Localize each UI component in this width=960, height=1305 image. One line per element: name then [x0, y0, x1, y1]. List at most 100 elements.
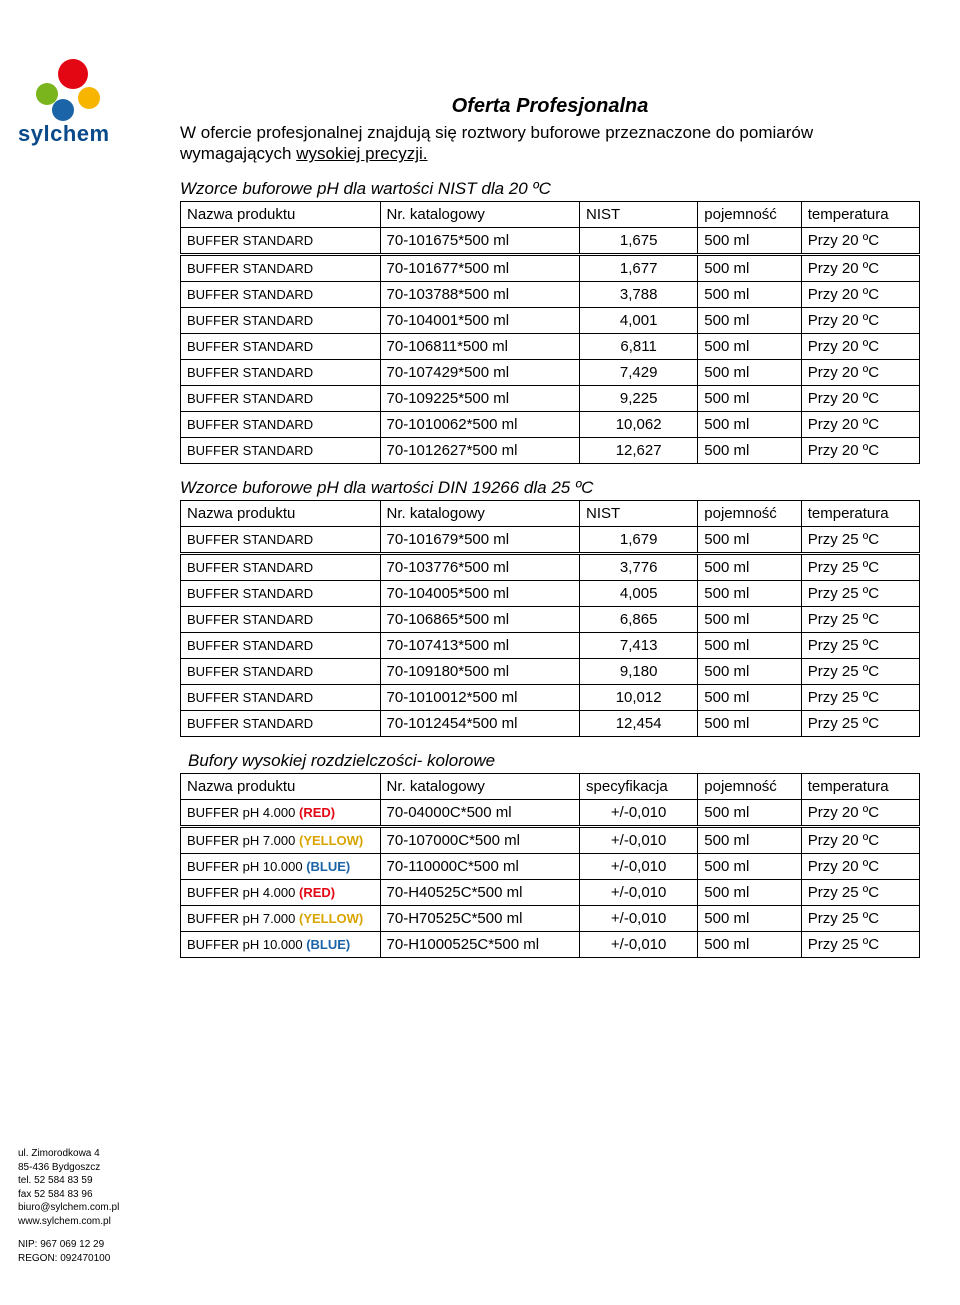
cell-name: BUFFER pH 10.000 (BLUE)	[181, 931, 381, 957]
cell-spec: +/-0,010	[580, 853, 698, 879]
cell-name: BUFFER pH 10.000 (BLUE)	[181, 853, 381, 879]
cell-name: BUFFER STANDARD	[181, 437, 381, 463]
cell-catalog: 70-101679*500 ml	[380, 526, 580, 552]
cell-nist: 1,675	[580, 227, 698, 253]
table-row: BUFFER pH 7.000 (YELLOW)70-H70525C*500 m…	[181, 905, 920, 931]
cell-temp: Przy 20 ºC	[801, 799, 919, 825]
intro-underlined: wysokiej precyzji.	[296, 144, 427, 163]
table-row: BUFFER STANDARD70-101677*500 ml1,677500 …	[181, 255, 920, 281]
cell-capacity: 500 ml	[698, 437, 801, 463]
cell-catalog: 70-101675*500 ml	[380, 227, 580, 253]
cell-catalog: 70-04000C*500 ml	[380, 799, 580, 825]
cell-catalog: 70-1010012*500 ml	[380, 684, 580, 710]
cell-capacity: 500 ml	[698, 227, 801, 253]
table-row: BUFFER STANDARD70-1012454*500 ml12,45450…	[181, 710, 920, 736]
table-row: BUFFER STANDARD70-107413*500 ml7,413500 …	[181, 632, 920, 658]
cell-capacity: 500 ml	[698, 359, 801, 385]
cell-capacity: 500 ml	[698, 632, 801, 658]
page-title: Oferta Profesjonalna	[180, 95, 920, 118]
cell-name: BUFFER STANDARD	[181, 606, 381, 632]
logo-text: sylchem	[18, 121, 128, 147]
table-row: BUFFER STANDARD70-1010062*500 ml10,06250…	[181, 411, 920, 437]
cell-capacity: 500 ml	[698, 710, 801, 736]
sidebar: sylchem	[18, 55, 158, 147]
cell-name: BUFFER STANDARD	[181, 580, 381, 606]
table-row: BUFFER STANDARD70-101679*500 ml1,679500 …	[181, 526, 920, 552]
cell-catalog: 70-103788*500 ml	[380, 281, 580, 307]
table-row: BUFFER pH 4.000 (RED)70-H40525C*500 ml+/…	[181, 879, 920, 905]
table-row: BUFFER STANDARD70-103776*500 ml3,776500 …	[181, 554, 920, 580]
cell-name: BUFFER STANDARD	[181, 684, 381, 710]
cell-nist: 9,180	[580, 658, 698, 684]
cell-name: BUFFER STANDARD	[181, 411, 381, 437]
cell-temp: Przy 20 ºC	[801, 853, 919, 879]
cell-nist: 10,012	[580, 684, 698, 710]
table-header-cell: Nazwa produktu	[181, 773, 381, 799]
cell-capacity: 500 ml	[698, 879, 801, 905]
table-row: BUFFER STANDARD70-1012627*500 ml12,62750…	[181, 437, 920, 463]
cell-nist: 3,776	[580, 554, 698, 580]
logo: sylchem	[18, 55, 128, 147]
cell-name: BUFFER STANDARD	[181, 385, 381, 411]
cell-nist: 12,627	[580, 437, 698, 463]
table-header-row: Nazwa produktuNr. katalogowyNISTpojemnoś…	[181, 500, 920, 526]
cell-temp: Przy 20 ºC	[801, 827, 919, 853]
cell-catalog: 70-H1000525C*500 ml	[380, 931, 580, 957]
intro-paragraph: W ofercie profesjonalnej znajdują się ro…	[180, 122, 920, 165]
cell-name: BUFFER STANDARD	[181, 281, 381, 307]
cell-temp: Przy 20 ºC	[801, 411, 919, 437]
cell-temp: Przy 25 ºC	[801, 632, 919, 658]
table-row: BUFFER STANDARD70-106811*500 ml6,811500 …	[181, 333, 920, 359]
table-header-cell: Nazwa produktu	[181, 500, 381, 526]
logo-dot-red	[58, 59, 88, 89]
cell-capacity: 500 ml	[698, 385, 801, 411]
cell-temp: Przy 25 ºC	[801, 879, 919, 905]
cell-spec: +/-0,010	[580, 905, 698, 931]
cell-nist: 9,225	[580, 385, 698, 411]
cell-name: BUFFER pH 4.000 (RED)	[181, 799, 381, 825]
cell-temp: Przy 20 ºC	[801, 333, 919, 359]
footer-addr2: 85-436 Bydgoszcz	[18, 1161, 168, 1175]
cell-name: BUFFER STANDARD	[181, 658, 381, 684]
cell-catalog: 70-107000C*500 ml	[380, 827, 580, 853]
cell-temp: Przy 25 ºC	[801, 606, 919, 632]
cell-nist: 6,811	[580, 333, 698, 359]
logo-dot-blue	[52, 99, 74, 121]
table-row: BUFFER STANDARD70-101675*500 ml1,675500 …	[181, 227, 920, 253]
cell-temp: Przy 25 ºC	[801, 526, 919, 552]
cell-nist: 4,005	[580, 580, 698, 606]
table-row: BUFFER STANDARD70-106865*500 ml6,865500 …	[181, 606, 920, 632]
footer-tel: tel. 52 584 83 59	[18, 1174, 168, 1188]
cell-capacity: 500 ml	[698, 658, 801, 684]
footer-regon: REGON: 092470100	[18, 1252, 168, 1266]
table-header-cell: pojemność	[698, 500, 801, 526]
table-header-cell: Nr. katalogowy	[380, 500, 580, 526]
cell-name: BUFFER STANDARD	[181, 307, 381, 333]
cell-capacity: 500 ml	[698, 526, 801, 552]
footer-email: biuro@sylchem.com.pl	[18, 1201, 168, 1215]
cell-temp: Przy 25 ºC	[801, 684, 919, 710]
cell-name: BUFFER STANDARD	[181, 632, 381, 658]
cell-catalog: 70-106865*500 ml	[380, 606, 580, 632]
cell-catalog: 70-110000C*500 ml	[380, 853, 580, 879]
table-row: BUFFER pH 7.000 (YELLOW)70-107000C*500 m…	[181, 827, 920, 853]
cell-temp: Przy 25 ºC	[801, 931, 919, 957]
cell-catalog: 70-101677*500 ml	[380, 255, 580, 281]
cell-catalog: 70-103776*500 ml	[380, 554, 580, 580]
cell-nist: 7,429	[580, 359, 698, 385]
table-row: BUFFER STANDARD70-104001*500 ml4,001500 …	[181, 307, 920, 333]
table-header-cell: pojemność	[698, 201, 801, 227]
cell-spec: +/-0,010	[580, 799, 698, 825]
cell-capacity: 500 ml	[698, 684, 801, 710]
cell-name: BUFFER STANDARD	[181, 526, 381, 552]
cell-capacity: 500 ml	[698, 853, 801, 879]
table-header-cell: pojemność	[698, 773, 801, 799]
cell-capacity: 500 ml	[698, 281, 801, 307]
cell-catalog: 70-106811*500 ml	[380, 333, 580, 359]
cell-capacity: 500 ml	[698, 411, 801, 437]
table-row: BUFFER STANDARD70-107429*500 ml7,429500 …	[181, 359, 920, 385]
cell-catalog: 70-107429*500 ml	[380, 359, 580, 385]
cell-capacity: 500 ml	[698, 307, 801, 333]
table-row: BUFFER pH 4.000 (RED)70-04000C*500 ml+/-…	[181, 799, 920, 825]
cell-catalog: 70-104001*500 ml	[380, 307, 580, 333]
